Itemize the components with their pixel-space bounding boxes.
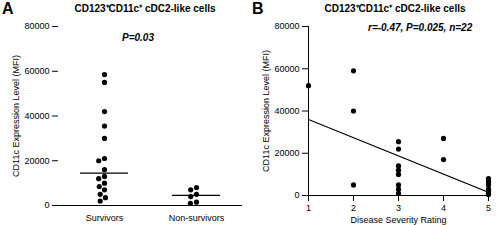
svg-text:80000: 80000: [274, 21, 299, 31]
svg-text:40000: 40000: [24, 111, 49, 121]
svg-text:2: 2: [351, 203, 356, 213]
html-text:A: A: [2, 0, 14, 17]
svg-text:80000: 80000: [24, 21, 49, 31]
svg-text:0: 0: [294, 190, 299, 200]
svg-text:Disease Severity Rating: Disease Severity Rating: [350, 215, 446, 225]
svg-text:Survivors: Survivors: [86, 213, 124, 223]
svg-text:4: 4: [441, 203, 446, 213]
svg-text:20000: 20000: [24, 156, 49, 166]
svg-text:60000: 60000: [24, 66, 49, 76]
svg-text:CD11c Expression Level (MFI): CD11c Expression Level (MFI): [11, 55, 21, 177]
html-text:P=0.03: P=0.03: [122, 32, 154, 43]
svg-text:40000: 40000: [274, 106, 299, 116]
svg-text:0: 0: [44, 200, 49, 210]
svg-text:Non-survivors: Non-survivors: [169, 213, 225, 223]
html-text:B: B: [252, 0, 264, 17]
svg-text:20000: 20000: [274, 148, 299, 158]
html-text:r=-0.47, P=0.025, n=22: r=-0.47, P=0.025, n=22: [368, 22, 473, 33]
html-text:CD123⁺CD11c⁺ cDC2-like cells: CD123⁺CD11c⁺ cDC2-like cells: [324, 3, 466, 14]
svg-text:5: 5: [486, 203, 491, 213]
svg-text:60000: 60000: [274, 64, 299, 74]
html-text:CD123⁺CD11c⁺ cDC2-like cells: CD123⁺CD11c⁺ cDC2-like cells: [74, 3, 216, 14]
svg-text:3: 3: [396, 203, 401, 213]
svg-text:1: 1: [306, 203, 311, 213]
svg-text:CD11c Expression Level (MFI): CD11c Expression Level (MFI): [261, 50, 271, 172]
